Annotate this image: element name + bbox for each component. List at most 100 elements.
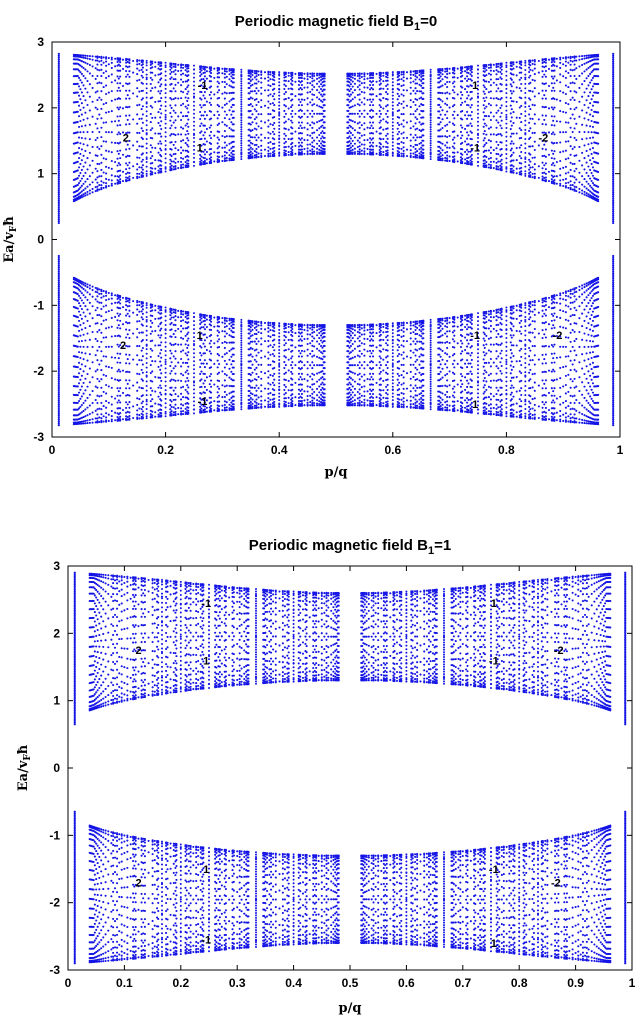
data-point xyxy=(278,91,281,94)
data-point xyxy=(321,95,324,98)
data-point xyxy=(159,376,162,379)
data-point xyxy=(382,74,385,77)
data-point xyxy=(412,145,415,148)
data-point xyxy=(91,390,94,393)
data-point xyxy=(575,370,578,373)
data-point xyxy=(469,122,472,125)
data-point xyxy=(283,151,286,154)
data-point xyxy=(400,147,403,150)
data-point xyxy=(283,149,286,152)
data-point xyxy=(240,112,243,115)
data-point xyxy=(159,132,162,135)
data-point xyxy=(564,172,567,175)
data-point xyxy=(351,127,354,130)
data-point xyxy=(429,318,432,321)
data-point xyxy=(221,121,224,124)
data-point xyxy=(590,172,593,175)
data-point xyxy=(575,190,578,193)
data-point xyxy=(524,170,527,173)
data-point xyxy=(461,375,464,378)
data-point xyxy=(590,179,593,183)
data-point xyxy=(136,327,139,331)
data-point xyxy=(240,144,243,147)
data-point xyxy=(375,130,378,133)
data-point xyxy=(429,75,432,78)
data-point xyxy=(402,76,405,79)
data-point xyxy=(575,106,578,109)
data-point xyxy=(429,93,432,96)
data-point xyxy=(518,330,521,333)
data-point xyxy=(567,186,570,189)
data-point xyxy=(477,156,479,159)
data-point xyxy=(360,72,363,75)
data-point xyxy=(409,399,412,402)
data-point xyxy=(193,88,195,91)
data-point xyxy=(356,364,359,367)
data-point xyxy=(316,151,319,154)
data-point xyxy=(283,104,286,107)
data-point xyxy=(412,136,415,139)
data-point xyxy=(145,357,148,360)
data-point xyxy=(412,125,415,128)
data-point xyxy=(240,139,243,142)
data-point xyxy=(260,86,263,89)
data-point xyxy=(316,355,319,358)
data-point xyxy=(529,349,532,352)
data-point xyxy=(126,66,129,69)
data-point xyxy=(260,406,263,409)
data-point xyxy=(499,352,502,355)
data-point xyxy=(320,137,323,140)
data-point xyxy=(294,80,297,83)
data-point xyxy=(391,77,394,80)
data-point xyxy=(489,312,492,316)
data-point xyxy=(429,135,432,138)
data-point xyxy=(78,147,81,150)
data-point xyxy=(402,400,405,403)
data-point xyxy=(126,300,129,303)
data-point xyxy=(543,118,546,121)
data-point xyxy=(559,403,562,406)
data-point xyxy=(590,368,593,371)
data-point xyxy=(154,74,157,77)
data-point xyxy=(418,78,421,81)
data-point xyxy=(253,326,256,329)
data-point xyxy=(105,185,108,188)
data-point xyxy=(110,110,113,113)
data-point xyxy=(489,118,492,122)
data-point xyxy=(489,324,492,328)
data-point xyxy=(79,296,82,300)
data-point xyxy=(316,104,319,107)
data-point xyxy=(477,124,479,127)
data-point xyxy=(575,385,578,388)
data-point xyxy=(505,113,508,116)
data-point xyxy=(88,381,91,384)
data-point xyxy=(541,175,544,178)
data-point xyxy=(391,342,394,345)
data-point xyxy=(260,403,263,406)
data-point xyxy=(78,125,81,128)
data-point xyxy=(518,87,521,90)
data-point xyxy=(249,392,252,395)
data-point xyxy=(360,149,363,152)
data-point xyxy=(145,403,148,406)
data-point xyxy=(391,348,394,351)
data-point xyxy=(543,312,546,315)
data-point xyxy=(420,396,423,400)
data-point xyxy=(416,368,419,371)
data-point xyxy=(483,346,486,349)
data-point xyxy=(228,384,231,387)
data-point xyxy=(477,116,479,119)
data-point xyxy=(316,112,319,115)
data-point xyxy=(182,310,185,313)
data-point xyxy=(391,111,394,114)
data-point xyxy=(213,316,216,319)
data-point xyxy=(591,76,594,80)
data-point xyxy=(416,154,419,157)
data-point xyxy=(269,78,272,81)
data-point xyxy=(240,318,243,321)
data-point xyxy=(145,161,148,164)
data-point xyxy=(353,355,356,358)
data-point xyxy=(278,97,281,100)
data-point xyxy=(138,59,141,62)
data-point xyxy=(375,72,378,75)
